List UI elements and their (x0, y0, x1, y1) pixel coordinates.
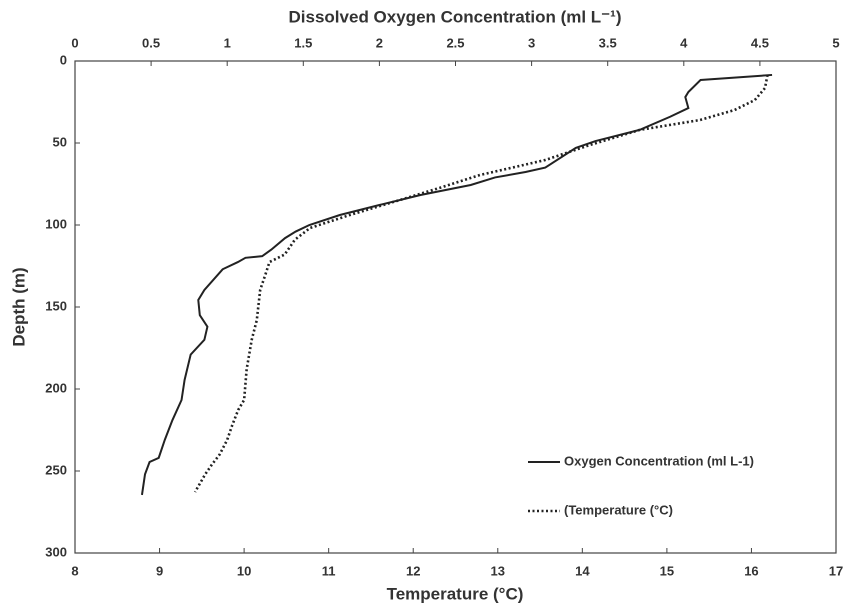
x-tick-label: 9 (156, 563, 163, 578)
data-line (140, 73, 773, 496)
x-tick-label: 17 (829, 563, 843, 578)
x2-tick-label: 4.5 (751, 35, 769, 50)
x2-tick-label: 0 (71, 35, 78, 50)
x-tick-label: 12 (406, 563, 420, 578)
legend-label: Oxygen Concentration (ml L-1) (564, 453, 754, 468)
x-tick-label: 11 (322, 563, 336, 578)
x2-tick-label: 1 (224, 35, 231, 50)
x-tick-label: 10 (237, 563, 251, 578)
y-tick-label: 200 (45, 380, 67, 395)
y-tick-label: 300 (45, 544, 67, 559)
x-tick-label: 13 (491, 563, 505, 578)
y-tick-label: 0 (60, 52, 67, 67)
x2-tick-label: 5 (832, 35, 839, 50)
x2-axis-title: Dissolved Oxygen Concentration (ml L⁻¹) (289, 7, 622, 26)
x2-tick-label: 4 (680, 35, 688, 50)
y-axis-title: Depth (m) (9, 267, 28, 346)
x-tick-label: 15 (660, 563, 674, 578)
y-tick-label: 250 (45, 462, 67, 477)
x2-tick-label: 0.5 (142, 35, 160, 50)
x2-tick-label: 2.5 (446, 35, 464, 50)
x-tick-label: 14 (575, 563, 590, 578)
x2-tick-label: 3 (528, 35, 535, 50)
x2-tick-label: 1.5 (294, 35, 312, 50)
x-axis-title: Temperature (°C) (387, 584, 524, 603)
x-tick-label: 16 (744, 563, 758, 578)
x2-tick-label: 2 (376, 35, 383, 50)
x-tick-label: 8 (71, 563, 78, 578)
x2-tick-label: 3.5 (599, 35, 617, 50)
y-tick-label: 50 (53, 134, 67, 149)
y-tick-label: 150 (45, 298, 67, 313)
data-line (193, 74, 769, 493)
legend-label: (Temperature (°C) (564, 502, 673, 517)
plot-frame (74, 60, 837, 554)
y-tick-label: 100 (45, 216, 67, 231)
